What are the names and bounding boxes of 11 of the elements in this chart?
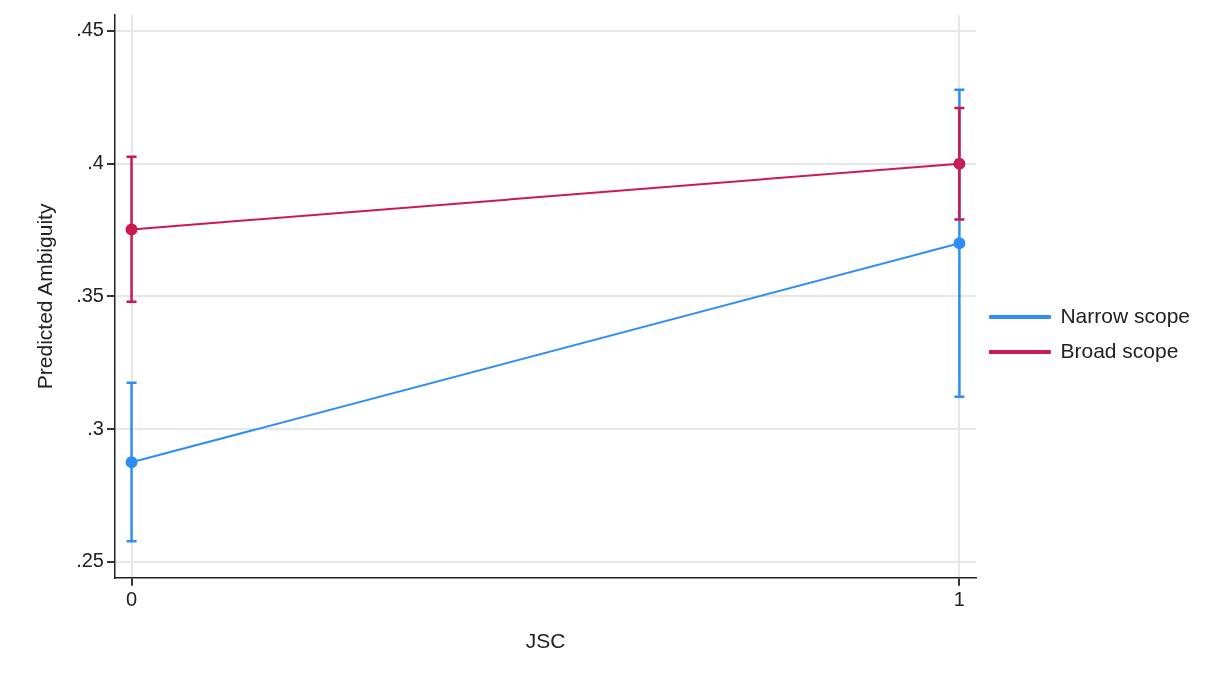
y-tick-label: .35: [76, 283, 104, 306]
y-axis-title: Predicted Ambiguity: [33, 203, 57, 390]
y-tick-label: .25: [76, 549, 104, 572]
x-tick-label: 0: [126, 588, 138, 611]
y-tick-label: .3: [87, 416, 104, 439]
legend-label: Narrow scope: [1060, 303, 1191, 327]
legend-label: Broad scope: [1060, 338, 1179, 362]
y-tick-label: .45: [76, 18, 104, 41]
x-tick-label: 1: [953, 588, 965, 611]
y-tick-label: .4: [87, 151, 104, 174]
x-axis-title: JSC: [525, 629, 566, 653]
